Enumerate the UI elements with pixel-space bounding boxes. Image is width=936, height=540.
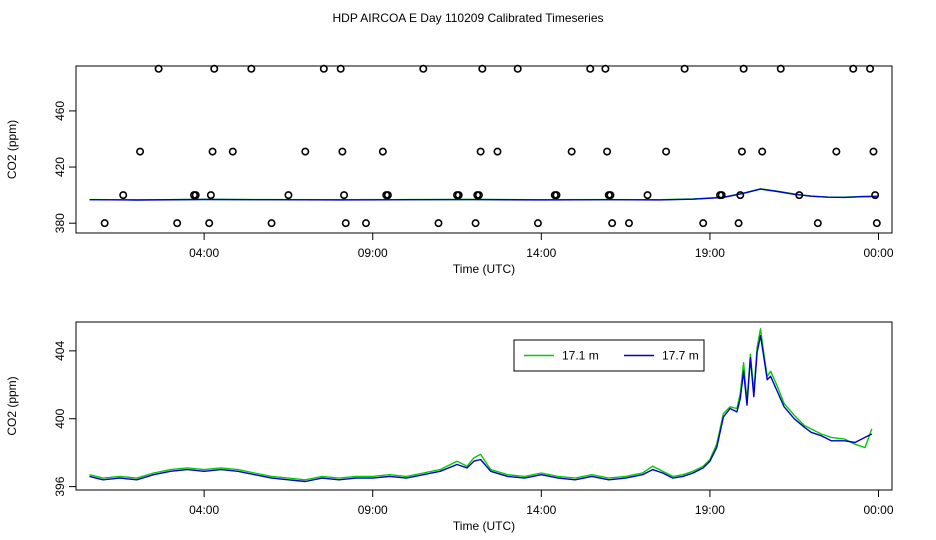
data-point — [383, 191, 392, 200]
data-point — [136, 147, 145, 156]
data-point — [100, 219, 109, 228]
x-tick-label: 00:00 — [863, 246, 893, 260]
x-tick-label: 19:00 — [695, 503, 725, 517]
data-point — [643, 191, 652, 200]
x-tick-label: 09:00 — [358, 503, 388, 517]
top-panel: 04:00 09:00 14:00 19:00 00:00 380 420 460 Time (… — [5, 64, 894, 276]
x-axis-label: Time (UTC) — [453, 262, 515, 276]
y-tick-label: 380 — [53, 213, 67, 233]
x-tick-label: 14:00 — [526, 246, 556, 260]
series-line-1 — [89, 188, 879, 201]
x-tick-label: 04:00 — [189, 503, 219, 517]
data-point — [284, 191, 293, 200]
data-point — [228, 147, 237, 156]
series-line-17-7-m — [89, 334, 873, 483]
y-tick-label: 420 — [53, 157, 67, 177]
data-point — [336, 64, 345, 73]
data-point — [513, 64, 522, 73]
data-point — [849, 64, 858, 73]
x-tick-label: 19:00 — [695, 246, 725, 260]
bottom-panel: 04:00 09:00 14:00 19:00 00:00 396 400 404 Time (… — [5, 321, 894, 533]
data-point — [206, 191, 215, 200]
data-point — [552, 191, 561, 200]
data-point — [608, 219, 617, 228]
data-point — [832, 147, 841, 156]
x-tick-label: 04:00 — [189, 246, 219, 260]
data-point — [603, 147, 612, 156]
chart-title: HDP AIRCOA E Day 110209 Calibrated Times… — [332, 11, 603, 25]
data-point — [319, 64, 328, 73]
data-point — [361, 219, 370, 228]
data-point — [419, 64, 428, 73]
data-point — [267, 219, 276, 228]
data-point — [191, 191, 200, 200]
data-point — [210, 64, 219, 73]
data-point — [699, 219, 708, 228]
data-point — [173, 219, 182, 228]
legend-label: 17.1 m — [562, 349, 599, 363]
data-point — [795, 191, 804, 200]
data-point — [813, 219, 822, 228]
data-point — [340, 191, 349, 200]
data-point — [734, 219, 743, 228]
data-point — [533, 219, 542, 228]
y-tick-label: 404 — [53, 341, 67, 361]
data-point — [474, 191, 483, 200]
data-point — [624, 219, 633, 228]
data-point — [739, 64, 748, 73]
data-point — [586, 64, 595, 73]
data-point — [378, 147, 387, 156]
legend-label: 17.7 m — [662, 349, 699, 363]
data-point — [471, 219, 480, 228]
data-point — [434, 219, 443, 228]
plot-frame — [75, 321, 893, 491]
data-point — [119, 191, 128, 200]
data-point — [866, 64, 875, 73]
data-point — [341, 219, 350, 228]
data-point — [662, 147, 671, 156]
data-point — [737, 147, 746, 156]
data-point — [736, 191, 745, 200]
data-point — [776, 64, 785, 73]
x-axis-label: Time (UTC) — [453, 519, 515, 533]
data-point — [301, 147, 310, 156]
data-point — [208, 147, 217, 156]
data-point — [454, 191, 463, 200]
data-point — [758, 147, 767, 156]
data-point — [871, 191, 880, 200]
data-point — [717, 191, 726, 200]
series-line-17-1-m — [89, 328, 873, 481]
data-point — [154, 64, 163, 73]
y-tick-label: 396 — [53, 476, 67, 496]
data-point — [869, 147, 878, 156]
y-tick-label: 460 — [53, 101, 67, 121]
data-point — [338, 147, 347, 156]
data-point — [247, 64, 256, 73]
x-tick-label: 14:00 — [526, 503, 556, 517]
y-tick-label: 400 — [53, 408, 67, 428]
data-point — [567, 147, 576, 156]
data-point — [478, 64, 487, 73]
data-point — [205, 219, 214, 228]
y-axis-label: CO2 (ppm) — [5, 376, 19, 435]
x-tick-label: 09:00 — [358, 246, 388, 260]
data-point — [872, 219, 881, 228]
data-point — [606, 191, 615, 200]
data-point — [601, 64, 610, 73]
x-tick-label: 00:00 — [863, 503, 893, 517]
data-point — [493, 147, 502, 156]
data-point — [680, 64, 689, 73]
y-axis-label: CO2 (ppm) — [5, 120, 19, 179]
data-point — [476, 147, 485, 156]
